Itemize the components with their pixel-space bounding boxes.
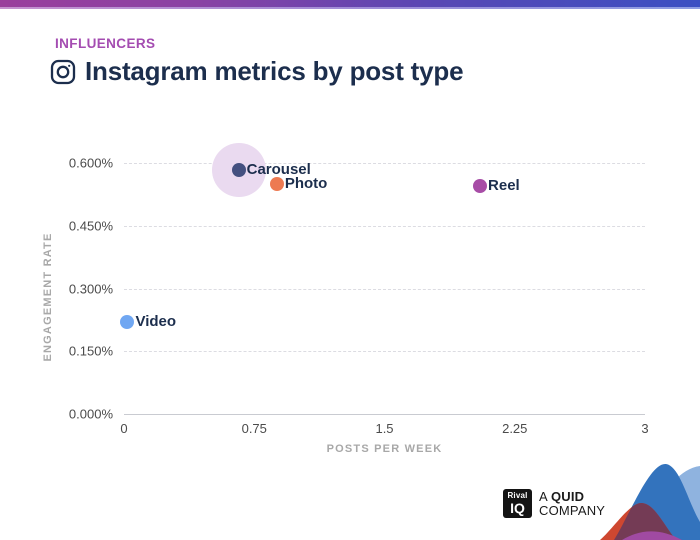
page-title-row: Instagram metrics by post type [50,56,464,87]
label-photo: Photo [284,174,328,192]
wave-purple [622,531,682,540]
instagram-icon [50,59,76,84]
decorative-waves [600,463,700,540]
gridline-0.600% [124,163,645,164]
y-tick-0.300%: 0.300% [68,281,113,296]
top-gradient-bar [0,0,700,7]
top-gradient-bar-edge [0,7,700,9]
y-tick-0.450%: 0.450% [68,218,113,234]
category-eyebrow: INFLUENCERS [55,36,156,51]
x-tick-0.75: 0.75 [241,421,267,436]
gridline-0.150% [124,351,645,353]
x-tick-0: 0 [120,421,128,436]
plot-area: Carousel Photo Reel Video [120,143,645,415]
y-axis-tick-labels: 0.600% 0.450% 0.300% 0.150% 0.000% [0,156,118,422]
rivaliq-logo-mark: Rival IQ [503,489,532,518]
x-tick-3: 3 [641,421,649,436]
y-tick-0.600%: 0.600% [68,155,113,171]
company-a: A [539,489,551,504]
gridline-0.300% [124,288,645,290]
rivaliq-logo: Rival IQ A QUID COMPANY [503,489,605,518]
rivaliq-logo-big-text: IQ [510,500,525,516]
rivaliq-logo-small-text: Rival [507,491,528,500]
quid-company-text: A QUID COMPANY [539,489,605,517]
label-reel: Reel [488,177,520,194]
x-tick-1.5: 1.5 [375,421,394,436]
dot-reel [473,179,488,193]
company-line2: COMPANY [539,502,606,518]
page-title: Instagram metrics by post type [85,56,464,86]
y-tick-0.000%: 0.000% [68,406,113,422]
y-tick-0.150%: 0.150% [68,343,113,359]
gridline-0.000% [124,414,645,415]
gridline-0.450% [124,225,645,227]
x-tick-2.25: 2.25 [502,421,528,436]
dot-carousel [231,163,246,178]
x-axis-title: POSTS PER WEEK [326,443,443,455]
label-video: Video [135,312,177,330]
dot-video [120,314,135,329]
x-axis-tick-labels: 0 0.75 1.5 2.25 3 [120,421,649,437]
company-quid: QUID [550,489,585,504]
label-carousel: Carousel [246,161,311,179]
dot-photo [269,176,284,191]
